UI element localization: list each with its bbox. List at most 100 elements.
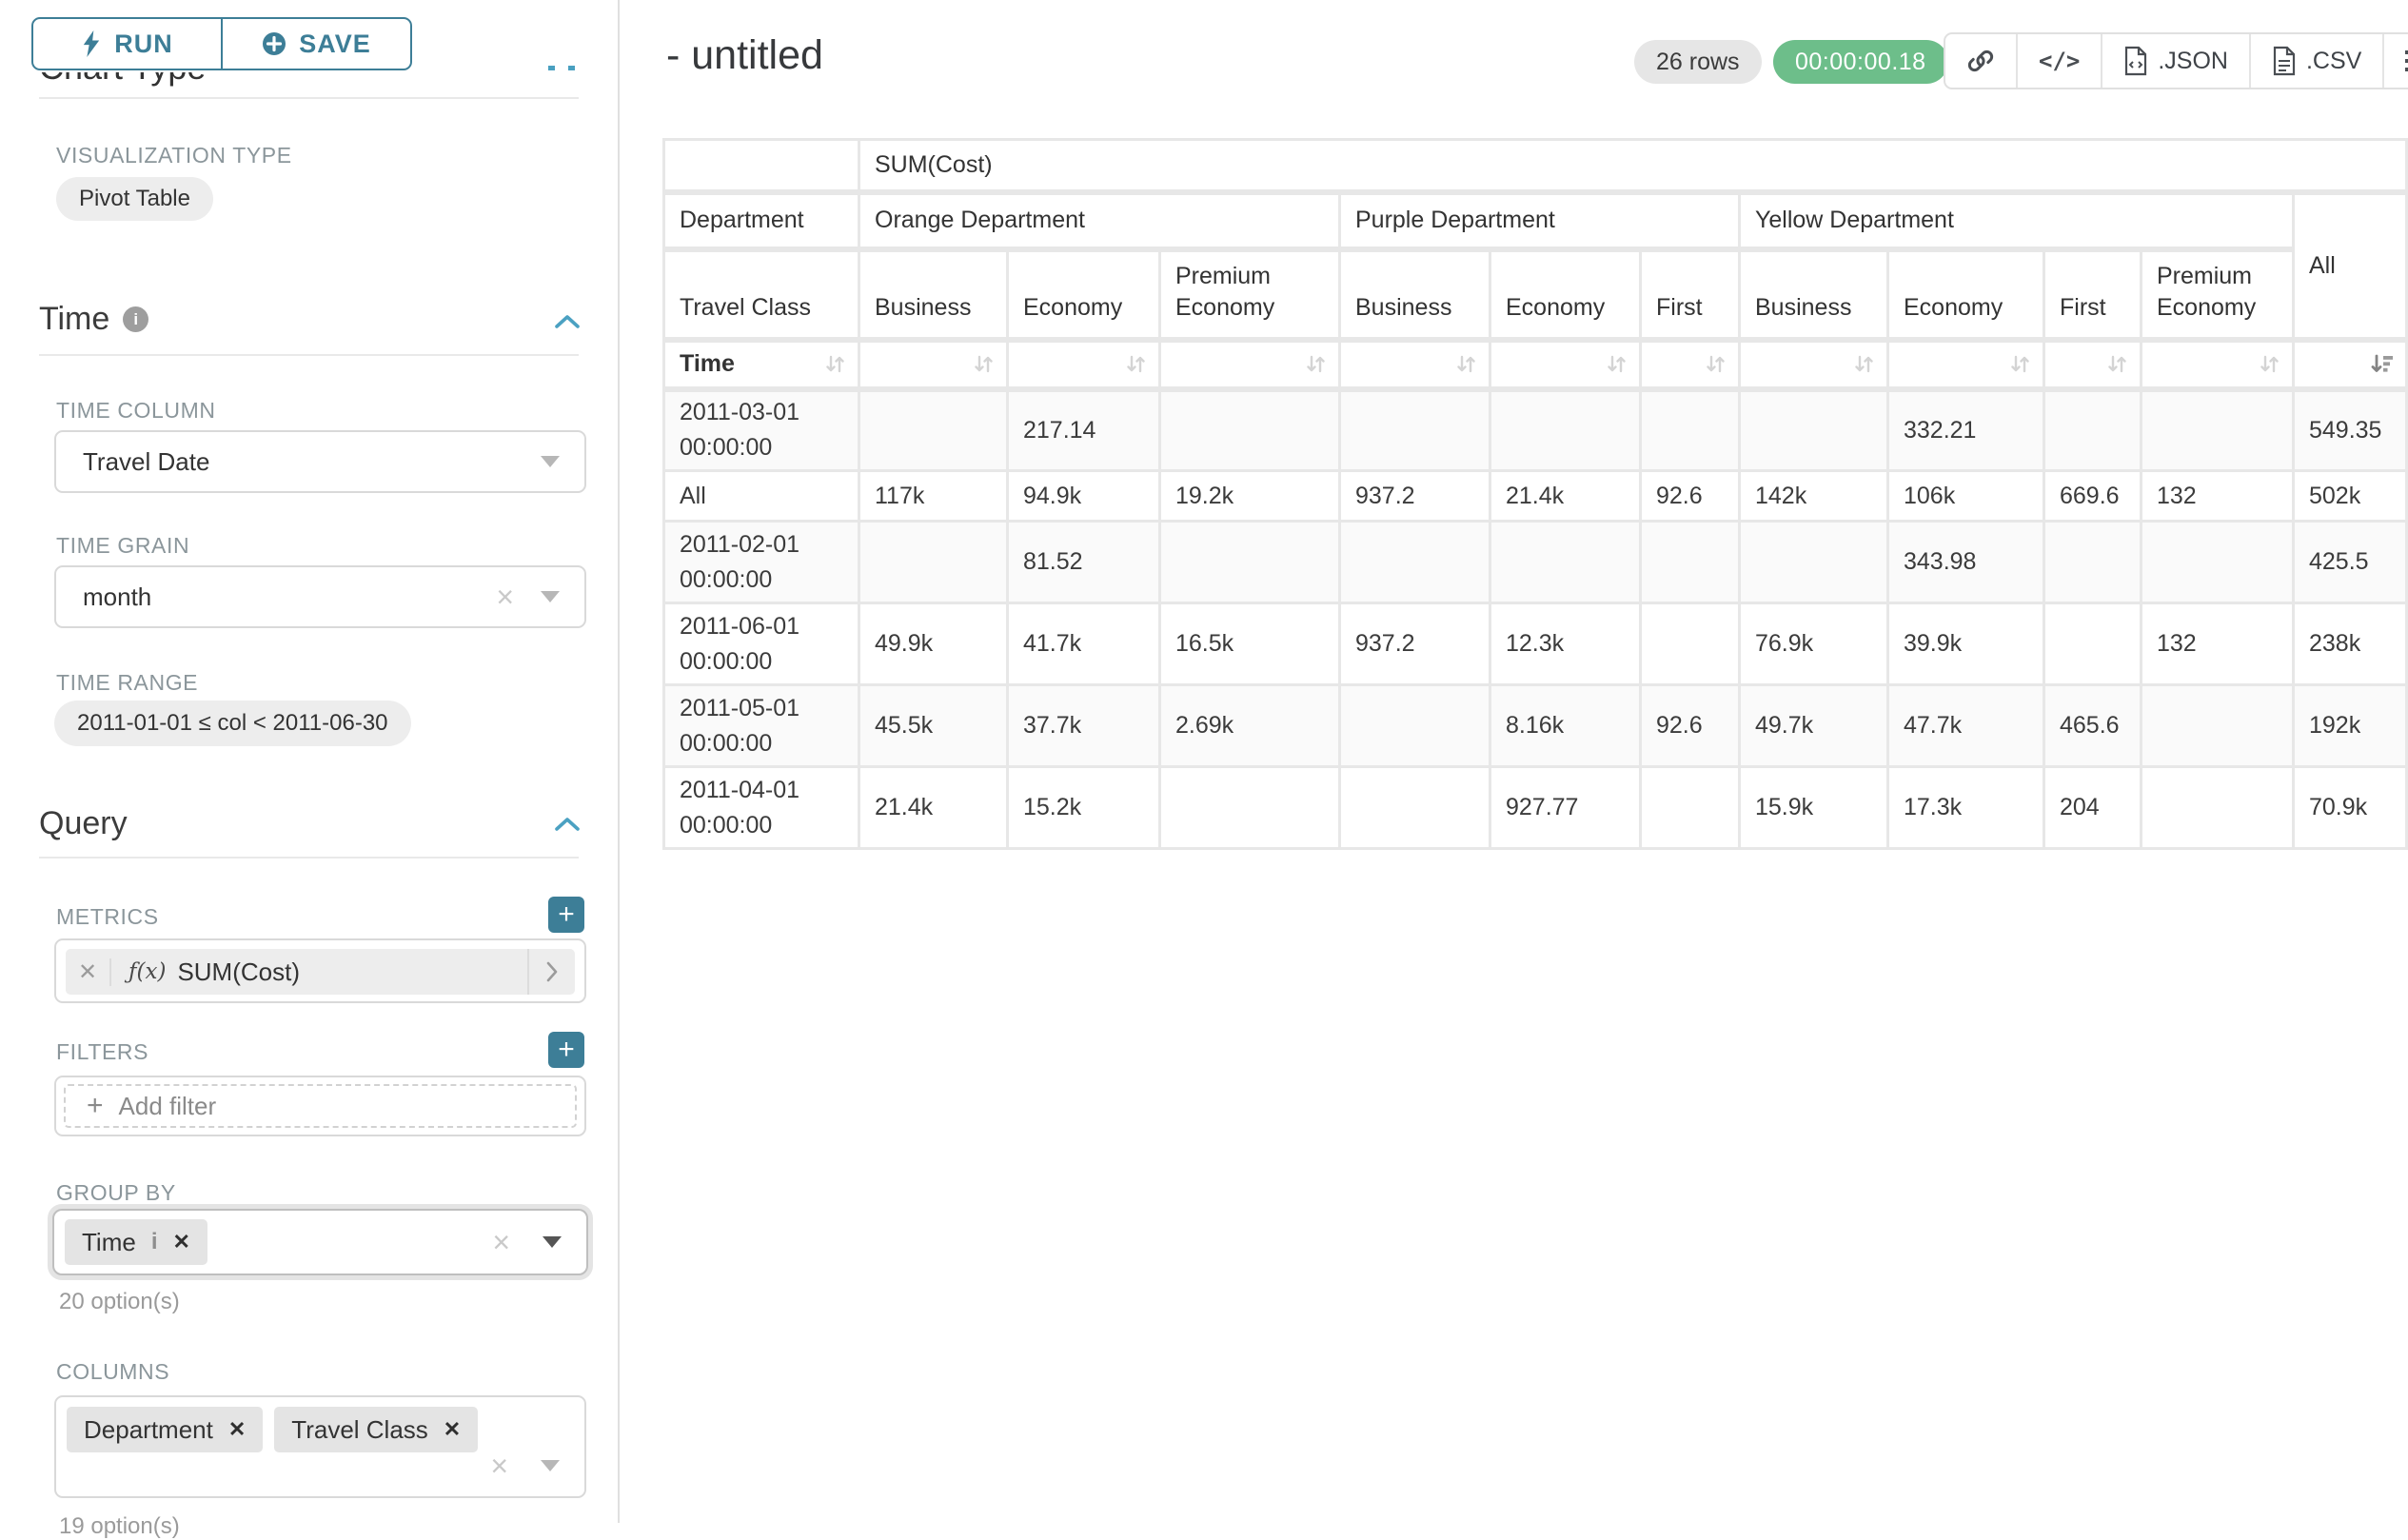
copy-link-button[interactable] [1945, 34, 2016, 88]
remove-token-icon[interactable]: ✕ [227, 1417, 247, 1441]
travel-class-header: First [1639, 247, 1741, 343]
time-grain-select[interactable]: month × [54, 565, 586, 628]
value-cell [1639, 387, 1741, 472]
department-group-header: Purple Department [1338, 190, 1741, 252]
sort-icon[interactable] [824, 353, 846, 375]
sort-cell [1886, 338, 2045, 392]
add-filter-button[interactable]: + Add filter [64, 1084, 577, 1128]
chevron-up-icon[interactable] [554, 314, 581, 329]
time-range-value: 2011-01-01 ≤ col < 2011-06-30 [77, 710, 388, 736]
value-cell: 332.21 [1886, 387, 2045, 472]
pivot-table: SUM(Cost) Department Orange Department Purp… [662, 138, 2408, 850]
value-cell: 19.2k [1158, 469, 1341, 523]
add-metric-button[interactable]: + [548, 897, 584, 933]
value-cell [1338, 520, 1491, 604]
value-cell: 192k [2291, 683, 2408, 768]
columns-select[interactable]: Department ✕ Travel Class ✕ × [54, 1395, 586, 1498]
filters-box: + Add filter [54, 1076, 586, 1136]
value-cell [2140, 683, 2295, 768]
value-cell: 76.9k [1738, 602, 1889, 686]
value-cell: 142k [1738, 469, 1889, 523]
panel-divider [618, 0, 620, 1523]
travel-class-header: Business [858, 247, 1009, 343]
corner-cell [662, 138, 860, 195]
sort-icon[interactable] [1853, 353, 1875, 375]
chevron-right-icon[interactable] [527, 949, 575, 995]
export-json-button[interactable]: .JSON [2101, 34, 2249, 88]
sort-icon[interactable] [2259, 353, 2280, 375]
time-range-pill[interactable]: 2011-01-01 ≤ col < 2011-06-30 [54, 701, 411, 746]
value-cell: 16.5k [1158, 602, 1341, 686]
value-cell [1489, 520, 1642, 604]
divider [39, 857, 579, 859]
sort-desc-icon[interactable] [2370, 353, 2394, 375]
travel-class-axis-label: Travel Class [662, 247, 860, 343]
value-cell: 927.77 [1489, 765, 1642, 850]
remove-token-icon[interactable]: ✕ [443, 1417, 462, 1441]
time-grain-label: TIME GRAIN [56, 533, 190, 558]
metrics-box: ✕ ƒ(x) SUM(Cost) [54, 938, 586, 1003]
export-json-label: .JSON [2158, 47, 2228, 74]
sort-cell [1639, 338, 1741, 392]
sort-icon[interactable] [973, 353, 995, 375]
sort-icon[interactable] [2106, 353, 2128, 375]
travel-class-header: Economy [1489, 247, 1642, 343]
value-cell [1738, 520, 1889, 604]
embed-code-button[interactable]: </> [2016, 34, 2101, 88]
time-section-header[interactable]: Time i [39, 301, 149, 338]
remove-metric-icon[interactable]: ✕ [66, 958, 111, 986]
time-column-select[interactable]: Travel Date [54, 430, 586, 493]
value-cell: 21.4k [858, 765, 1009, 850]
query-timer-badge: 00:00:00.18 [1773, 40, 1948, 84]
sort-icon[interactable] [1125, 353, 1147, 375]
run-button[interactable]: RUN [33, 19, 221, 69]
value-cell: 81.52 [1006, 520, 1161, 604]
value-cell: 132 [2140, 602, 2295, 686]
sort-icon[interactable] [1606, 353, 1628, 375]
sort-icon[interactable] [1455, 353, 1477, 375]
info-icon: i [150, 1229, 158, 1254]
metric-pill[interactable]: ✕ ƒ(x) SUM(Cost) [66, 949, 575, 995]
columns-label: COLUMNS [56, 1359, 170, 1384]
sort-icon[interactable] [1305, 353, 1327, 375]
visualization-type-pill[interactable]: Pivot Table [56, 177, 213, 221]
clear-icon[interactable]: × [490, 1449, 508, 1483]
add-filter-plus-button[interactable]: + [548, 1032, 584, 1068]
menu-button[interactable] [2382, 34, 2408, 88]
token-pill[interactable]: Time i ✕ [65, 1219, 207, 1265]
visualization-type-label: VISUALIZATION TYPE [56, 143, 292, 168]
value-cell [2043, 602, 2142, 686]
token-pill[interactable]: Travel Class ✕ [274, 1407, 479, 1452]
value-cell [1158, 765, 1341, 850]
sort-icon[interactable] [2009, 353, 2031, 375]
token-pill[interactable]: Department ✕ [67, 1407, 264, 1452]
value-cell [2043, 387, 2142, 472]
table-row: 2011-05-01 00:00:00 45.5k 37.7k 2.69k 8.16k 9… [662, 683, 2408, 768]
clear-icon[interactable]: × [492, 1225, 510, 1259]
export-csv-label: .CSV [2305, 47, 2362, 74]
value-cell: 106k [1886, 469, 2045, 523]
value-cell: 47.7k [1886, 683, 2045, 768]
group-by-select[interactable]: Time i ✕ × [52, 1209, 588, 1275]
remove-token-icon[interactable]: ✕ [172, 1230, 190, 1254]
filters-label: FILTERS [56, 1039, 149, 1064]
query-section-header[interactable]: Query [39, 805, 128, 842]
chevron-up-icon[interactable] [554, 817, 581, 832]
group-by-label: GROUP BY [56, 1180, 176, 1205]
clear-icon[interactable]: × [496, 580, 514, 614]
lightning-icon [84, 30, 100, 57]
value-cell [1338, 765, 1491, 850]
code-icon: </> [2039, 48, 2081, 74]
divider [39, 97, 579, 99]
value-cell [1338, 387, 1491, 472]
sort-cell [1006, 338, 1161, 392]
export-csv-button[interactable]: .CSV [2248, 34, 2382, 88]
hamburger-icon [2405, 50, 2408, 71]
row-label: 2011-06-01 00:00:00 [662, 602, 860, 686]
sort-icon[interactable] [1705, 353, 1727, 375]
metric-name: SUM(Cost) [177, 957, 300, 986]
value-cell: 669.6 [2043, 469, 2142, 523]
value-cell [2140, 765, 2295, 850]
time-column-label: TIME COLUMN [56, 398, 216, 423]
save-button[interactable]: SAVE [221, 19, 410, 69]
